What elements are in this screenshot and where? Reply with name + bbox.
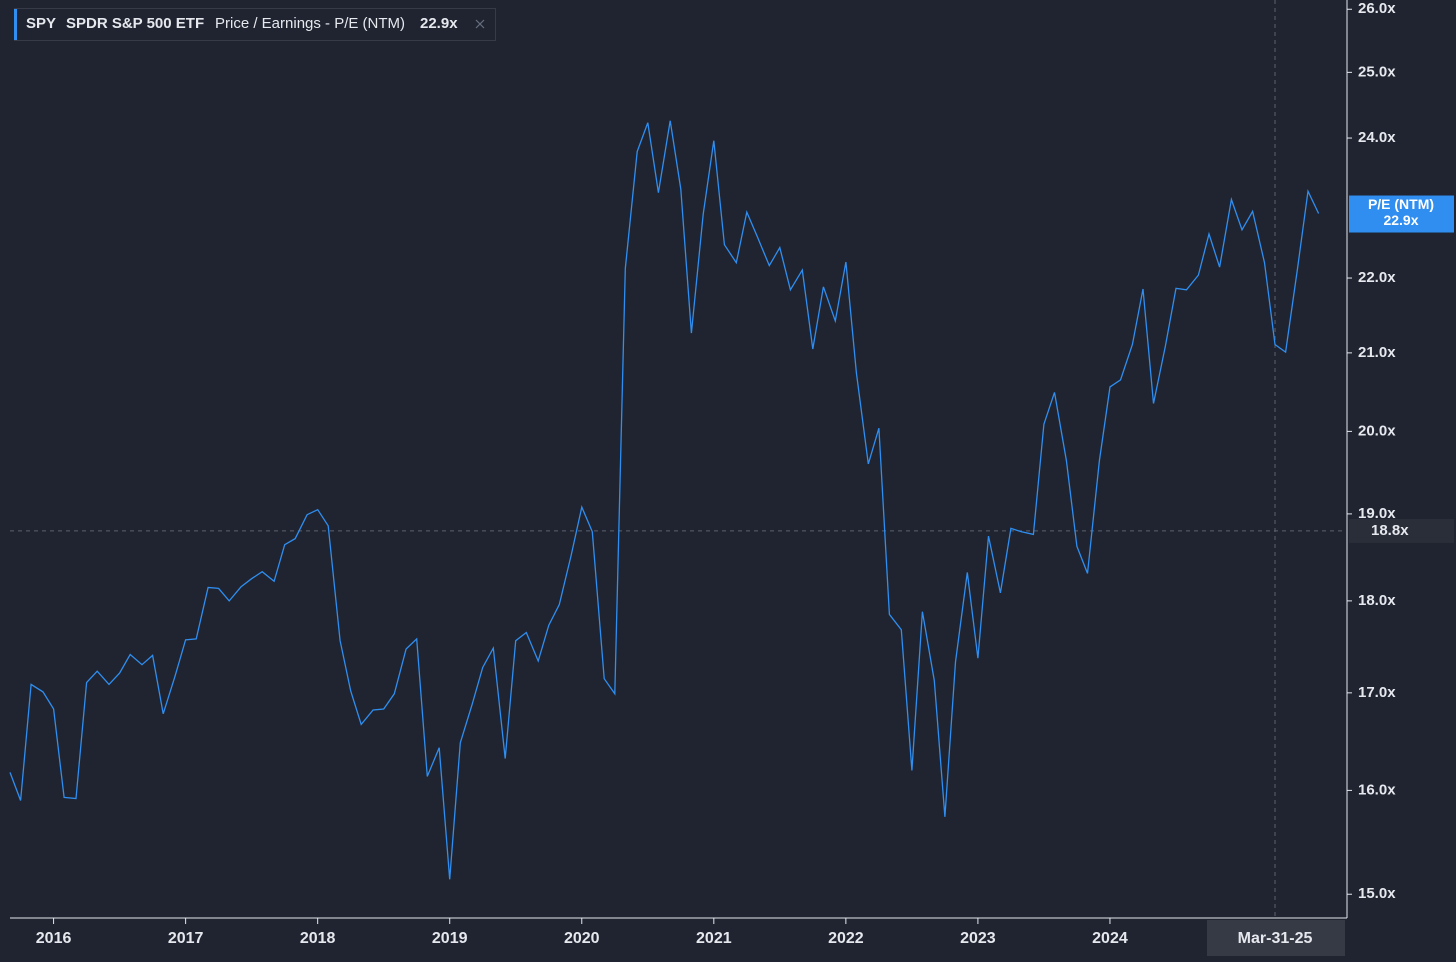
y-tick-label: 25.0x <box>1358 63 1396 80</box>
y-tick-label: 18.0x <box>1358 592 1396 609</box>
x-tick-label: 2022 <box>828 930 864 947</box>
header-metric: Price / Earnings - P/E (NTM) <box>215 15 405 32</box>
x-tick-label: 2019 <box>432 930 468 947</box>
y-tick-label: 16.0x <box>1358 781 1396 798</box>
header-ticker: SPY <box>26 15 56 32</box>
x-tick-label: 2021 <box>696 930 732 947</box>
y-tick-label: 19.0x <box>1358 505 1396 522</box>
y-tick-label: 24.0x <box>1358 129 1396 146</box>
series-line <box>9 120 1320 880</box>
x-tick-label: 2018 <box>300 930 336 947</box>
y-tick-label: 22.0x <box>1358 269 1396 286</box>
y-tick-label: 26.0x <box>1358 0 1396 17</box>
x-tick-label: 2016 <box>36 930 72 947</box>
last-value-name: P/E (NTM) <box>1368 196 1434 212</box>
header-name: SPDR S&P 500 ETF <box>66 15 204 32</box>
last-value-tag <box>1349 195 1454 233</box>
y-tick-label: 17.0x <box>1358 684 1396 701</box>
header-stripe <box>14 9 17 40</box>
x-tick-label: 2017 <box>168 930 204 947</box>
close-icon[interactable] <box>475 19 485 29</box>
crosshair-x-box <box>1207 920 1345 956</box>
y-tick-label: 15.0x <box>1358 885 1396 902</box>
last-value-label: 22.9x <box>1383 212 1418 228</box>
x-tick-label: 2023 <box>960 930 996 947</box>
crosshair-y-label: 18.8x <box>1371 522 1409 539</box>
y-tick-label: 20.0x <box>1358 422 1396 439</box>
crosshair-y-box <box>1349 518 1454 543</box>
x-tick-label: 2020 <box>564 930 600 947</box>
header: SPY SPDR S&P 500 ETF Price / Earnings - … <box>14 8 496 41</box>
y-tick-label: 21.0x <box>1358 344 1396 361</box>
header-value: 22.9x <box>420 15 458 32</box>
x-tick-label: 2024 <box>1092 930 1128 947</box>
crosshair-x-label: Mar-31-25 <box>1238 930 1313 947</box>
